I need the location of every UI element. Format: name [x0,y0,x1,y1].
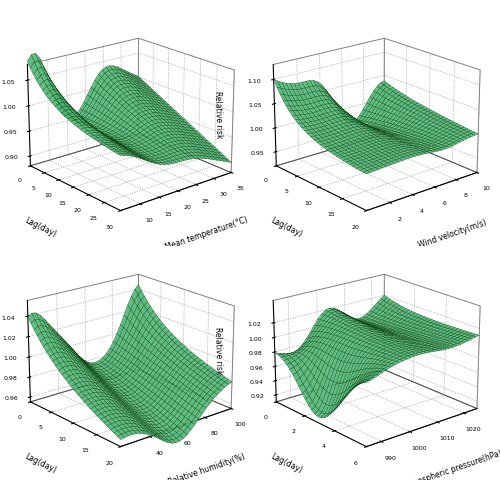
X-axis label: Wind velocity(m/s): Wind velocity(m/s) [417,218,488,250]
Y-axis label: Lag(day): Lag(day) [23,452,58,475]
Y-axis label: Lag(day): Lag(day) [269,216,304,239]
X-axis label: Mean temperature(°C): Mean temperature(°C) [164,215,249,252]
X-axis label: Atmospheric pressure(hPa): Atmospheric pressure(hPa) [402,448,500,480]
Y-axis label: Lag(day): Lag(day) [269,452,304,475]
X-axis label: Relative humidity(%): Relative humidity(%) [166,452,246,480]
Y-axis label: Lag(day): Lag(day) [23,216,58,239]
